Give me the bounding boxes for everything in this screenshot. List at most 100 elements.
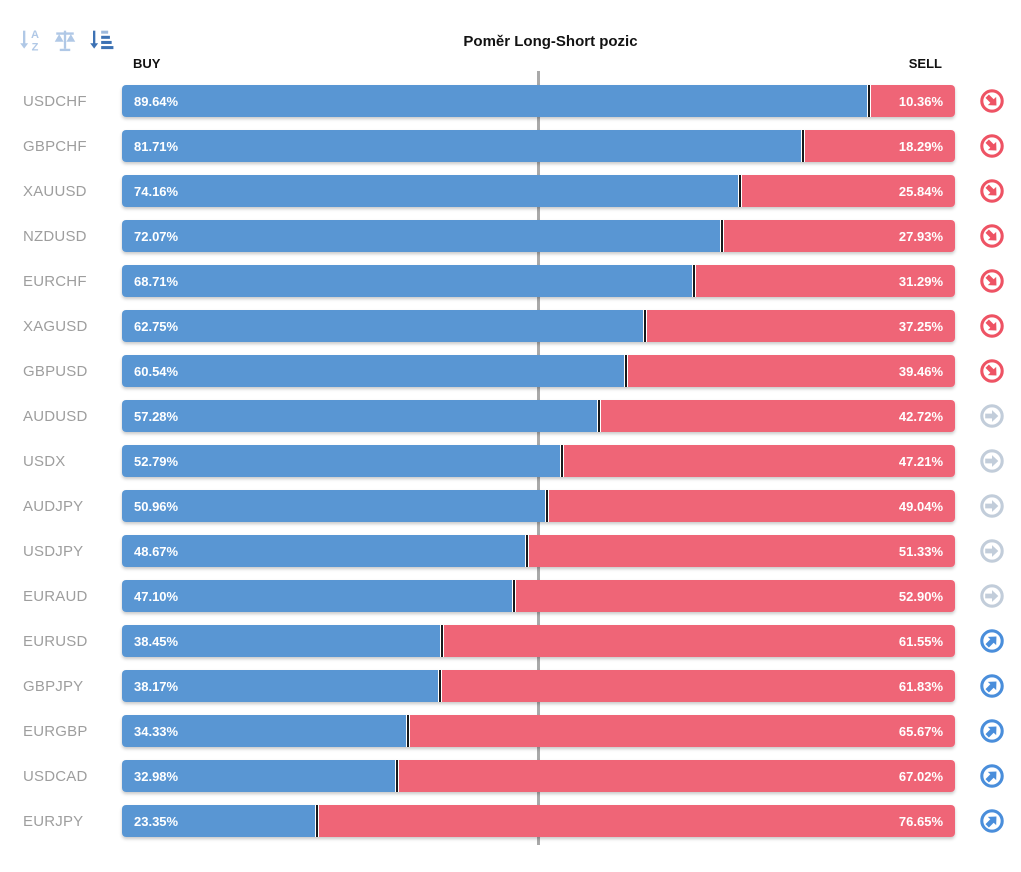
sell-percent-value: 65.67% xyxy=(898,723,943,739)
sell-bar-segment: 65.67% xyxy=(410,715,955,747)
sell-percent-value: 31.29% xyxy=(898,273,943,289)
buy-bar-segment: 38.45% xyxy=(122,625,441,657)
sell-percent-value: 42.72% xyxy=(898,408,943,424)
buy-percent-value: 23.35% xyxy=(134,813,179,829)
sell-bar-segment: 49.04% xyxy=(548,490,955,522)
trend-cell xyxy=(955,718,1021,744)
svg-text:Z: Z xyxy=(32,42,39,54)
pair-label: GBPUSD xyxy=(23,362,88,380)
sell-percent-value: 10.36% xyxy=(898,93,943,109)
long-short-bar: 38.17% 61.83% xyxy=(122,670,955,702)
buy-bar-segment: 62.75% xyxy=(122,310,643,342)
buy-percent-value: 50.96% xyxy=(134,498,179,514)
bar-divider xyxy=(692,265,697,297)
long-short-bar: 50.96% 49.04% xyxy=(122,490,955,522)
trend-up-icon[interactable] xyxy=(979,763,1005,789)
buy-percent-value: 81.71% xyxy=(134,138,179,154)
sell-axis-label: SELL xyxy=(908,56,942,71)
long-short-bar: 48.67% 51.33% xyxy=(122,535,955,567)
sell-percent-value: 47.21% xyxy=(898,453,943,469)
trend-down-icon[interactable] xyxy=(979,358,1005,384)
sell-bar-segment: 10.36% xyxy=(870,85,955,117)
buy-bar-segment: 34.33% xyxy=(122,715,406,747)
buy-bar-segment: 89.64% xyxy=(122,85,867,117)
trend-up-icon[interactable] xyxy=(979,628,1005,654)
sell-bar-segment: 37.25% xyxy=(646,310,955,342)
sell-percent-value: 37.25% xyxy=(898,318,943,334)
trend-up-icon[interactable] xyxy=(979,718,1005,744)
svg-text:A: A xyxy=(31,29,39,41)
trend-flat-icon[interactable] xyxy=(979,493,1005,519)
pair-label: GBPCHF xyxy=(23,137,87,155)
table-row: NZDUSD 72.07% 27.93% xyxy=(0,220,1021,252)
pair-label: AUDJPY xyxy=(23,497,84,515)
long-short-bar: 68.71% 31.29% xyxy=(122,265,955,297)
sort-alphabetical-icon[interactable]: A Z xyxy=(16,26,44,54)
long-short-bar: 47.10% 52.90% xyxy=(122,580,955,612)
sell-percent-value: 25.84% xyxy=(898,183,943,199)
table-row: EURCHF 68.71% 31.29% xyxy=(0,265,1021,297)
long-short-bar: 38.45% 61.55% xyxy=(122,625,955,657)
buy-axis-label: BUY xyxy=(133,56,161,71)
bar-divider xyxy=(544,490,549,522)
trend-cell xyxy=(955,313,1021,339)
buy-bar-segment: 60.54% xyxy=(122,355,625,387)
trend-flat-icon[interactable] xyxy=(979,538,1005,564)
sell-percent-value: 61.55% xyxy=(898,633,943,649)
bar-divider xyxy=(525,535,530,567)
long-short-bar: 52.79% 47.21% xyxy=(122,445,955,477)
buy-bar-segment: 72.07% xyxy=(122,220,721,252)
table-row: EURGBP 34.33% 65.67% xyxy=(0,715,1021,747)
buy-bar-segment: 68.71% xyxy=(122,265,693,297)
long-short-bar: 81.71% 18.29% xyxy=(122,130,955,162)
sell-bar-segment: 51.33% xyxy=(529,535,955,567)
long-short-bar: 57.28% 42.72% xyxy=(122,400,955,432)
bar-divider xyxy=(866,85,871,117)
sell-bar-segment: 42.72% xyxy=(601,400,955,432)
trend-down-icon[interactable] xyxy=(979,313,1005,339)
bar-divider xyxy=(737,175,742,207)
bar-divider xyxy=(800,130,805,162)
table-row: GBPCHF 81.71% 18.29% xyxy=(0,130,1021,162)
sell-bar-segment: 27.93% xyxy=(724,220,955,252)
sell-percent-value: 61.83% xyxy=(898,678,943,694)
trend-flat-icon[interactable] xyxy=(979,403,1005,429)
buy-bar-segment: 38.17% xyxy=(122,670,438,702)
bar-divider xyxy=(597,400,602,432)
trend-cell xyxy=(955,268,1021,294)
trend-cell xyxy=(955,808,1021,834)
trend-down-icon[interactable] xyxy=(979,133,1005,159)
trend-cell xyxy=(955,673,1021,699)
buy-bar-segment: 50.96% xyxy=(122,490,545,522)
long-short-bar: 60.54% 39.46% xyxy=(122,355,955,387)
trend-cell xyxy=(955,763,1021,789)
trend-flat-icon[interactable] xyxy=(979,448,1005,474)
trend-cell xyxy=(955,493,1021,519)
scale-balance-icon[interactable] xyxy=(51,26,79,54)
trend-up-icon[interactable] xyxy=(979,673,1005,699)
sell-percent-value: 67.02% xyxy=(898,768,943,784)
trend-flat-icon[interactable] xyxy=(979,583,1005,609)
long-short-bar: 89.64% 10.36% xyxy=(122,85,955,117)
pair-label: XAUUSD xyxy=(23,182,87,200)
sell-percent-value: 52.90% xyxy=(898,588,943,604)
buy-percent-value: 34.33% xyxy=(134,723,179,739)
sell-bar-segment: 31.29% xyxy=(696,265,955,297)
trend-up-icon[interactable] xyxy=(979,808,1005,834)
trend-cell xyxy=(955,133,1021,159)
trend-cell xyxy=(955,448,1021,474)
sort-amount-icon[interactable] xyxy=(86,26,114,54)
buy-percent-value: 57.28% xyxy=(134,408,179,424)
table-row: USDX 52.79% 47.21% xyxy=(0,445,1021,477)
trend-down-icon[interactable] xyxy=(979,178,1005,204)
pair-label: USDCAD xyxy=(23,767,88,785)
bar-divider xyxy=(438,670,442,702)
trend-cell xyxy=(955,178,1021,204)
trend-down-icon[interactable] xyxy=(979,88,1005,114)
trend-cell xyxy=(955,358,1021,384)
chart-title: Poměr Long-Short pozic xyxy=(463,33,638,50)
trend-down-icon[interactable] xyxy=(979,268,1005,294)
sell-percent-value: 39.46% xyxy=(898,363,943,379)
trend-down-icon[interactable] xyxy=(979,223,1005,249)
buy-percent-value: 68.71% xyxy=(134,273,179,289)
